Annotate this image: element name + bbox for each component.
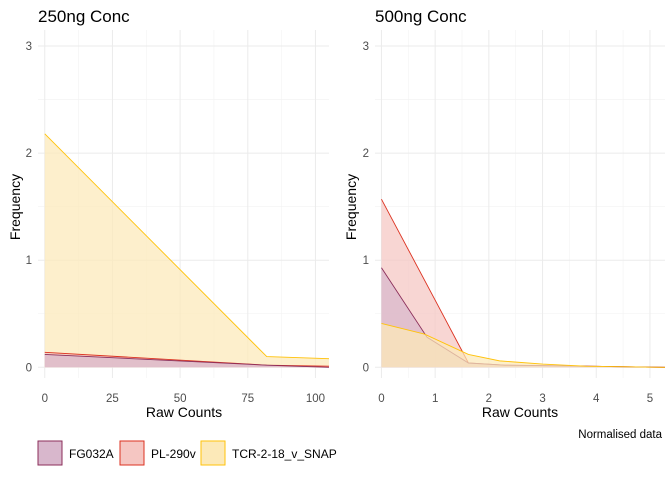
panel-title: 500ng Conc: [375, 7, 467, 26]
x-tick-label: 5: [647, 393, 653, 405]
y-tick-label: 2: [26, 148, 32, 160]
x-tick-label: 2: [486, 393, 492, 405]
y-tick-label: 0: [26, 362, 32, 374]
y-axis-title: Frequency: [7, 174, 23, 240]
area-TCR-2-18_v_SNAP: [44, 133, 329, 368]
legend-label: PL-290v: [151, 447, 196, 461]
y-tick-labels: 0 1 2 3: [363, 41, 369, 374]
x-axis-title: Raw Counts: [146, 404, 222, 420]
x-tick-labels: 0 1 2 3 4 5: [378, 393, 653, 405]
line-FG032A: [44, 353, 330, 368]
area-series: [44, 133, 330, 368]
area-FG032A: [44, 354, 329, 368]
y-tick-label: 2: [363, 148, 369, 160]
panel-250ng: 250ng Conc 0 25 50 75 100 0 1 2 3 Raw Counts Fr…: [7, 7, 330, 420]
panel-title: 250ng Conc: [38, 7, 130, 26]
x-tick-labels: 0 25 50 75 100: [42, 393, 325, 405]
caption: Normalised data: [578, 429, 662, 441]
x-tick-label: 1: [432, 393, 438, 405]
line-TCR-2-18_v_SNAP: [44, 133, 330, 360]
area-series: [381, 198, 666, 368]
line-TCR-2-18_v_SNAP: [381, 322, 666, 368]
x-tick-label: 75: [241, 393, 254, 405]
y-tick-label: 0: [363, 362, 369, 374]
legend-key-fg032a: [37, 440, 63, 466]
x-tick-label: 0: [42, 393, 48, 405]
legend-label: TCR-2-18_v_SNAP: [232, 447, 337, 461]
y-tick-labels: 0 1 2 3: [26, 41, 32, 374]
area-TCR-2-18_v_SNAP: [381, 323, 665, 368]
y-tick-label: 1: [363, 255, 369, 267]
y-tick-label: 3: [26, 41, 32, 53]
y-tick-label: 1: [26, 255, 32, 267]
legend-label: FG032A: [69, 447, 114, 461]
x-tick-label: 4: [593, 393, 600, 405]
x-tick-label: 50: [174, 393, 187, 405]
x-tick-label: 0: [378, 393, 384, 405]
y-axis-title: Frequency: [343, 174, 359, 240]
legend: FG032A PL-290v TCR-2-18_v_SNAP: [37, 440, 337, 466]
x-tick-label: 100: [306, 393, 325, 405]
panel-500ng: 500ng Conc 0 1 2 3 4 5 0 1 2 3 Raw Counts Freque…: [343, 7, 666, 420]
y-tick-label: 3: [363, 41, 369, 53]
legend-key-tcr: [200, 440, 226, 466]
x-axis-title: Raw Counts: [482, 404, 558, 420]
x-tick-label: 3: [539, 393, 545, 405]
x-tick-label: 25: [106, 393, 119, 405]
legend-key-pl290v: [119, 440, 145, 466]
